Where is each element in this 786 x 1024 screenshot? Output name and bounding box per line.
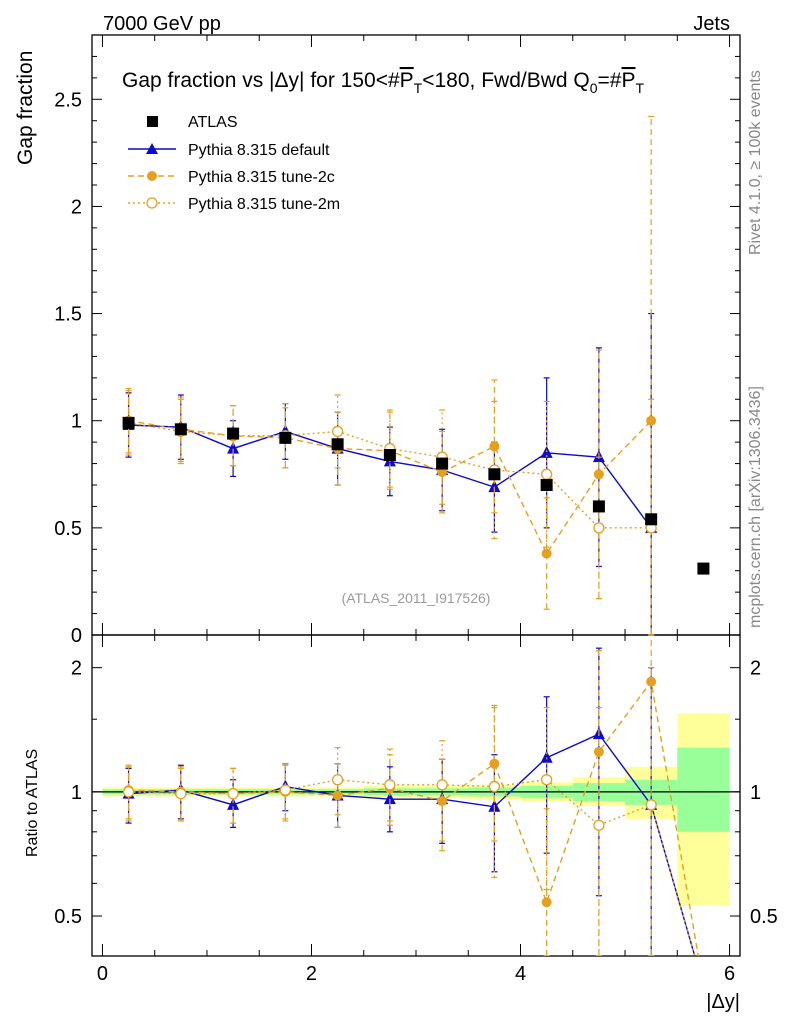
legend-tune2m-label: Pythia 8.315 tune-2m <box>188 196 340 213</box>
main-series <box>122 115 710 636</box>
mcplots-label: mcplots.cern.ch [arXiv:1306.3436] <box>747 386 764 628</box>
legend-atlas-label: ATLAS <box>188 114 238 131</box>
tune2c-ratio-point <box>541 897 552 908</box>
atlas-point <box>697 562 710 575</box>
tune2c-point <box>646 415 657 426</box>
band-inner-11 <box>677 747 730 832</box>
ratio-ytick-label: 0.5 <box>54 906 82 928</box>
ratio-ylabel: Ratio to ATLAS <box>24 749 41 857</box>
tune2m-point <box>593 522 605 534</box>
legend-atlas-marker <box>147 116 158 127</box>
main-ytick-label: 2 <box>71 196 82 218</box>
ratio-ytick-label: 2 <box>71 658 82 680</box>
tune2m-ratio-point <box>175 787 187 800</box>
tune2m-ratio-point <box>488 780 501 793</box>
energy-label: 7000 GeV pp <box>103 13 221 35</box>
tune2m-point <box>540 468 553 480</box>
atlas-point <box>488 468 501 481</box>
atlas-point <box>645 513 658 526</box>
tune2c-point <box>541 548 552 559</box>
analysis-watermark: (ATLAS_2011_I917526) <box>342 590 491 606</box>
legend-tune2c-marker <box>147 171 157 181</box>
tune2c-point <box>593 469 604 480</box>
default-point <box>227 441 240 454</box>
xtick-label: 6 <box>724 963 735 985</box>
main-ytick-label: 1 <box>71 411 82 433</box>
category-label: Jets <box>693 13 730 35</box>
ratio-ytick-label-right: 1 <box>750 782 761 804</box>
tune2m-ratio-point <box>593 819 605 831</box>
atlas-point <box>540 479 553 491</box>
atlas-point <box>279 431 292 444</box>
legend-default-marker <box>146 143 158 154</box>
legend-tune2c-label: Pythia 8.315 tune-2c <box>188 169 335 186</box>
ratio-uncertainty-bands <box>102 713 730 906</box>
main-ytick-label: 1.5 <box>54 304 82 326</box>
tune2c-ratio-point <box>437 796 448 807</box>
tune2m-ratio-line <box>128 778 696 956</box>
axes: 0 0.5 1 1.5 2 2.5 0 2 4 6 0.5 0.5 1 1 2 2 <box>54 35 778 985</box>
tune2m-ratio-point <box>122 786 135 798</box>
tune2c-ratio-point <box>332 790 343 801</box>
main-ytick-label: 2.5 <box>54 89 82 111</box>
default-ratio-point <box>540 750 553 763</box>
tune2m-ratio-point <box>436 779 448 791</box>
tune2c-ratio-point <box>593 746 604 757</box>
ratio-series <box>122 635 699 956</box>
xtick-label: 4 <box>515 963 526 985</box>
atlas-point <box>122 416 135 429</box>
atlas-point <box>592 500 605 513</box>
tune2c-ratio-point <box>489 758 500 769</box>
atlas-point <box>383 449 396 461</box>
ratio-ytick-label-right: 2 <box>750 658 761 680</box>
legend-default-label: Pythia 8.315 default <box>188 142 330 159</box>
tune2c-ratio-point <box>646 676 657 687</box>
atlas-point <box>227 427 240 440</box>
xtick-label: 2 <box>306 963 317 985</box>
tune2c-point <box>437 467 448 478</box>
atlas-point <box>436 457 449 470</box>
tune2m-ratio-point <box>227 787 239 800</box>
xlabel: |Δy| <box>706 991 740 1013</box>
main-ytick-label: 0 <box>71 625 82 647</box>
default-ratio-line <box>128 733 696 956</box>
tune2m-ratio-point <box>384 779 396 791</box>
tune2m-ratio-point <box>331 774 344 786</box>
atlas-point <box>174 423 187 436</box>
tune2m-point <box>331 425 344 438</box>
main-ytick-label: 0.5 <box>54 518 82 540</box>
rivet-version-label: Rivet 4.1.0, ≥ 100k events <box>747 70 764 255</box>
ratio-ytick-label: 1 <box>71 782 82 804</box>
main-ylabel: Gap fraction <box>14 51 37 165</box>
tune2m-ratio-point <box>645 799 657 811</box>
tune2m-ratio-point <box>540 774 553 786</box>
default-ratio-point <box>383 792 396 805</box>
tune2m-ratio-point <box>279 784 292 796</box>
default-ratio-point <box>227 797 240 810</box>
atlas-point <box>331 438 344 451</box>
xtick-label: 0 <box>97 963 108 985</box>
tune2c-point <box>489 441 500 452</box>
ratio-ytick-label-right: 0.5 <box>750 906 778 928</box>
plot-title: Gap fraction vs |Δy| for 150<#PT<180, Fw… <box>122 69 645 96</box>
legend-tune2m-marker <box>146 197 158 209</box>
default-point <box>488 480 501 493</box>
tune2c-ratio-line <box>128 679 699 956</box>
legend: ATLAS Pythia 8.315 default Pythia 8.315 … <box>128 114 340 213</box>
